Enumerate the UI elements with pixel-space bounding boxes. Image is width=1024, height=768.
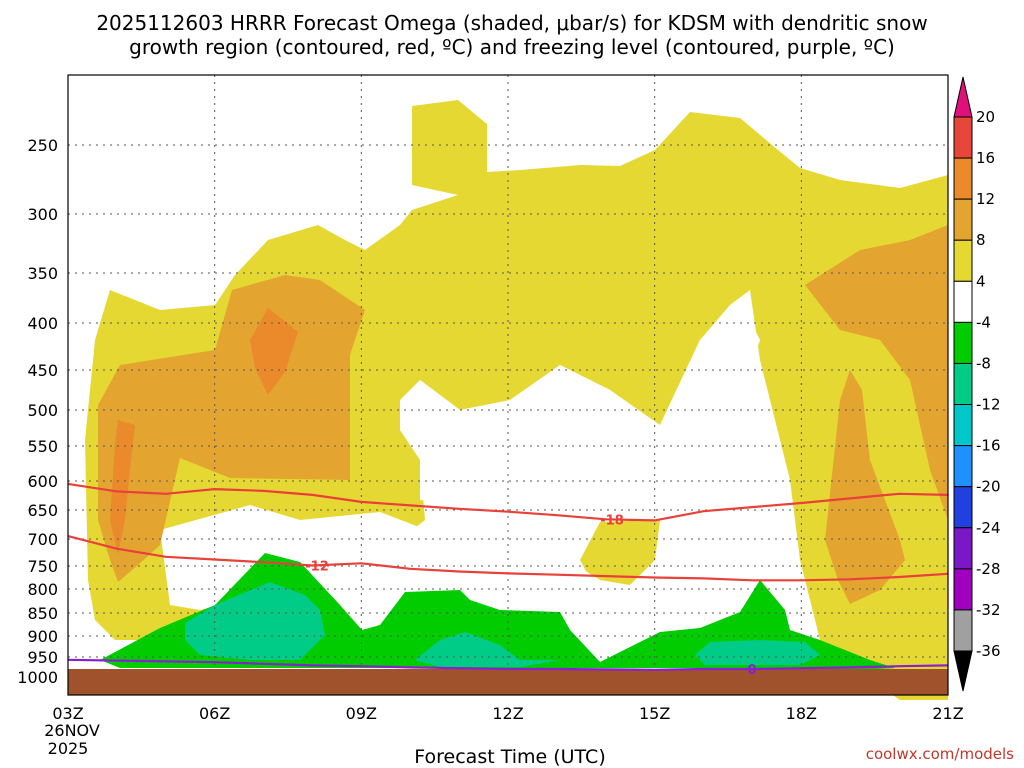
colorbar-box-1 [953, 157, 973, 200]
colorbar-label-3: 8 [976, 231, 986, 249]
y-axis-tick-labels: 250 300 350 400 450 500 550 600 650 700 750 800 850 9… [17, 136, 58, 687]
y-tick-850: 850 [27, 604, 58, 623]
colorbar-box-6 [953, 362, 973, 406]
x-tick-15Z: 15Z [639, 704, 670, 723]
omega-region-teal-c [695, 640, 820, 665]
contour-line--12 [67, 535, 949, 582]
omega-region-orange-12-16-a [250, 308, 298, 395]
colorbar-label-1: 16 [976, 149, 995, 167]
colorbar-box-12 [953, 609, 973, 652]
colorbar-label-9: -20 [976, 478, 1001, 496]
x-tick-18Z: 18Z [786, 704, 817, 723]
x-tick-21Z: 21Z [932, 704, 963, 723]
colorbar-label-12: -32 [976, 601, 1001, 619]
x-axis-label: Forecast Time (UTC) [414, 746, 605, 768]
colorbar-box-7 [953, 404, 973, 447]
y-tick-400: 400 [27, 314, 58, 333]
x-tick-03Z: 03Z [52, 704, 83, 723]
gridlines-vertical [214, 75, 802, 695]
contour-label-0: 0 [747, 663, 756, 678]
y-tick-950: 950 [27, 648, 58, 667]
colorbar-label-6: -8 [976, 354, 991, 372]
colorbar-label-8: -16 [976, 437, 1001, 455]
y-tick-1000: 1000 [17, 668, 58, 687]
y-tick-250: 250 [27, 136, 58, 155]
y-tick-600: 600 [27, 472, 58, 491]
contour-line-0 [67, 658, 949, 671]
y-tick-700: 700 [27, 530, 58, 549]
colorbar-box-11 [953, 568, 973, 611]
colorbar: 20 16 12 8 4 -4 -8 -12 -16 -20 -24 -28 -32 -36 [953, 76, 1001, 692]
y-tick-750: 750 [27, 557, 58, 576]
x-tick-12Z: 12Z [492, 704, 523, 723]
colorbar-label-11: -28 [976, 560, 1001, 578]
colorbar-box-5 [953, 321, 973, 364]
colorbar-label-0: 20 [976, 108, 995, 126]
colorbar-label-13: -36 [976, 642, 1001, 660]
y-tick-500: 500 [27, 401, 58, 420]
y-tick-350: 350 [27, 264, 58, 283]
colorbar-bottom-arrow [953, 650, 973, 692]
y-tick-800: 800 [27, 580, 58, 599]
colorbar-label-4: 4 [976, 272, 986, 290]
x-axis-tick-labels: 03Z 06Z 09Z 12Z 15Z 18Z 21Z [52, 704, 963, 723]
y-tick-450: 450 [27, 361, 58, 380]
colorbar-label-10: -24 [976, 519, 1001, 537]
omega-region-yellow-mid-blob [580, 520, 660, 588]
credit-text: coolwx.com/models [866, 745, 1014, 763]
colorbar-box-8 [953, 445, 973, 488]
colorbar-top-arrow [953, 76, 973, 118]
y-tick-650: 650 [27, 501, 58, 520]
colorbar-box-4 [953, 280, 973, 323]
y-tick-300: 300 [27, 205, 58, 224]
colorbar-box-10 [953, 527, 973, 570]
contour-label--12: -12 [305, 559, 329, 574]
colorbar-label-5: -4 [976, 313, 991, 331]
colorbar-box-9 [953, 486, 973, 529]
contour-label--18: -18 [600, 513, 624, 528]
x-tick-06Z: 06Z [199, 704, 230, 723]
x-start-date: 26NOV [44, 721, 100, 740]
ground-below-surface [68, 669, 948, 695]
colorbar-box-0 [953, 116, 973, 159]
colorbar-label-2: 12 [976, 190, 995, 208]
omega-region-teal-b [415, 632, 560, 667]
omega-region-orange-8-12-left [98, 275, 365, 582]
y-tick-900: 900 [27, 627, 58, 646]
omega-region-orange-12-16-b [110, 420, 135, 555]
colorbar-label-7: -12 [976, 396, 1001, 414]
omega-region-teal [185, 582, 325, 660]
y-tick-550: 550 [27, 437, 58, 456]
colorbar-box-2 [953, 198, 973, 241]
omega-region-orange-8-12-right [805, 225, 948, 520]
colorbar-box-3 [953, 239, 973, 282]
contour-lines: -18 -12 0 [67, 482, 949, 678]
plot-area: -18 -12 0 [67, 74, 949, 700]
chart-title-line-2: growth region (contoured, red, ºC) and f… [129, 35, 895, 59]
x-tick-09Z: 09Z [346, 704, 377, 723]
omega-region-orange-8-12-right-lower [825, 370, 905, 604]
contour-line--18 [67, 482, 949, 522]
chart-title-line-1: 2025112603 HRRR Forecast Omega (shaded, … [96, 11, 927, 35]
x-start-year: 2025 [48, 739, 89, 758]
